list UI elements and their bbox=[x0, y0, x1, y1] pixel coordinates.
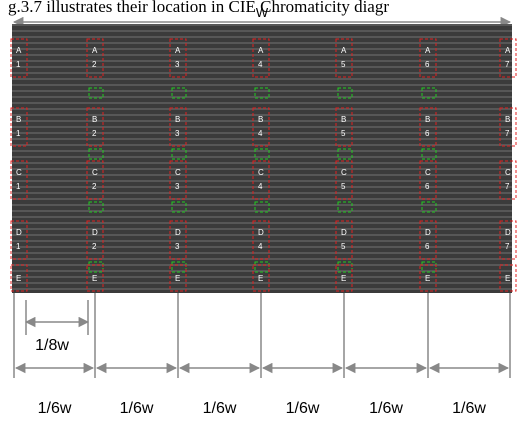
cell-number: 1 bbox=[16, 242, 21, 251]
cell-letter: D bbox=[258, 228, 264, 237]
cell-number: 2 bbox=[92, 60, 97, 69]
cell-letter: B bbox=[505, 115, 510, 124]
cell-number: 2 bbox=[92, 242, 97, 251]
cell-number: 6 bbox=[425, 129, 430, 138]
cell-letter: B bbox=[175, 115, 180, 124]
caption: g.3.7 illustrates their location in CIE … bbox=[8, 0, 389, 16]
cell-letter: A bbox=[16, 46, 22, 55]
cell-number: 6 bbox=[425, 242, 430, 251]
cell-number: 7 bbox=[505, 182, 510, 191]
figure: g.3.7 illustrates their location in CIE … bbox=[0, 0, 523, 422]
cell-number: 3 bbox=[175, 242, 180, 251]
sixth-label: 1/6w bbox=[452, 400, 486, 417]
cell-number: 7 bbox=[505, 60, 510, 69]
cell-number: 1 bbox=[16, 129, 21, 138]
dimension-lines bbox=[14, 293, 510, 378]
cell-letter: A bbox=[175, 46, 181, 55]
cell-letter: E bbox=[175, 274, 180, 283]
cell-letter: C bbox=[505, 168, 511, 177]
cell-number: 4 bbox=[258, 60, 263, 69]
cell-number: 7 bbox=[505, 242, 510, 251]
cell-letter: D bbox=[341, 228, 347, 237]
cell-number: 3 bbox=[175, 182, 180, 191]
cell-letter: E bbox=[92, 274, 97, 283]
cell-letter: B bbox=[92, 115, 97, 124]
cell-number: 5 bbox=[341, 60, 346, 69]
cell-number: 3 bbox=[175, 60, 180, 69]
cell-number: 5 bbox=[341, 129, 346, 138]
sixth-label: 1/6w bbox=[369, 400, 403, 417]
cell-number: 6 bbox=[425, 60, 430, 69]
sixth-label: 1/6w bbox=[38, 400, 72, 417]
cell-letter: D bbox=[16, 228, 22, 237]
cell-letter: B bbox=[16, 115, 21, 124]
cell-letter: B bbox=[341, 115, 346, 124]
cell-number: 2 bbox=[92, 182, 97, 191]
cell-letter: E bbox=[505, 274, 510, 283]
cell-number: 6 bbox=[425, 182, 430, 191]
cell-letter: C bbox=[341, 168, 347, 177]
cell-number: 4 bbox=[258, 182, 263, 191]
cell-letter: C bbox=[425, 168, 431, 177]
cell-number: 4 bbox=[258, 242, 263, 251]
cell-letter: C bbox=[92, 168, 98, 177]
cell-letter: C bbox=[16, 168, 22, 177]
cell-letter: C bbox=[175, 168, 181, 177]
cell-number: 5 bbox=[341, 242, 346, 251]
cell-number: 2 bbox=[92, 129, 97, 138]
cell-number: 1 bbox=[16, 60, 21, 69]
sixth-label: 1/6w bbox=[286, 400, 320, 417]
cell-letter: E bbox=[341, 274, 346, 283]
cell-letter: A bbox=[341, 46, 347, 55]
cell-letter: A bbox=[425, 46, 431, 55]
cell-number: 7 bbox=[505, 129, 510, 138]
sixth-label: 1/6w bbox=[203, 400, 237, 417]
cell-number: 5 bbox=[341, 182, 346, 191]
eighth-label: 1/8w bbox=[35, 337, 69, 354]
cell-letter: E bbox=[16, 274, 21, 283]
cell-letter: B bbox=[425, 115, 430, 124]
cell-number: 4 bbox=[258, 129, 263, 138]
cell-letter: A bbox=[505, 46, 511, 55]
cell-number: 1 bbox=[16, 182, 21, 191]
width-label: W bbox=[256, 5, 269, 20]
cell-letter: A bbox=[258, 46, 264, 55]
cell-letter: D bbox=[175, 228, 181, 237]
cell-letter: B bbox=[258, 115, 263, 124]
sixth-label: 1/6w bbox=[120, 400, 154, 417]
cell-letter: E bbox=[258, 274, 263, 283]
cell-letter: C bbox=[258, 168, 264, 177]
cell-letter: A bbox=[92, 46, 98, 55]
cell-letter: D bbox=[505, 228, 511, 237]
cell-letter: E bbox=[425, 274, 430, 283]
cell-letter: D bbox=[425, 228, 431, 237]
cell-number: 3 bbox=[175, 129, 180, 138]
cell-letter: D bbox=[92, 228, 98, 237]
